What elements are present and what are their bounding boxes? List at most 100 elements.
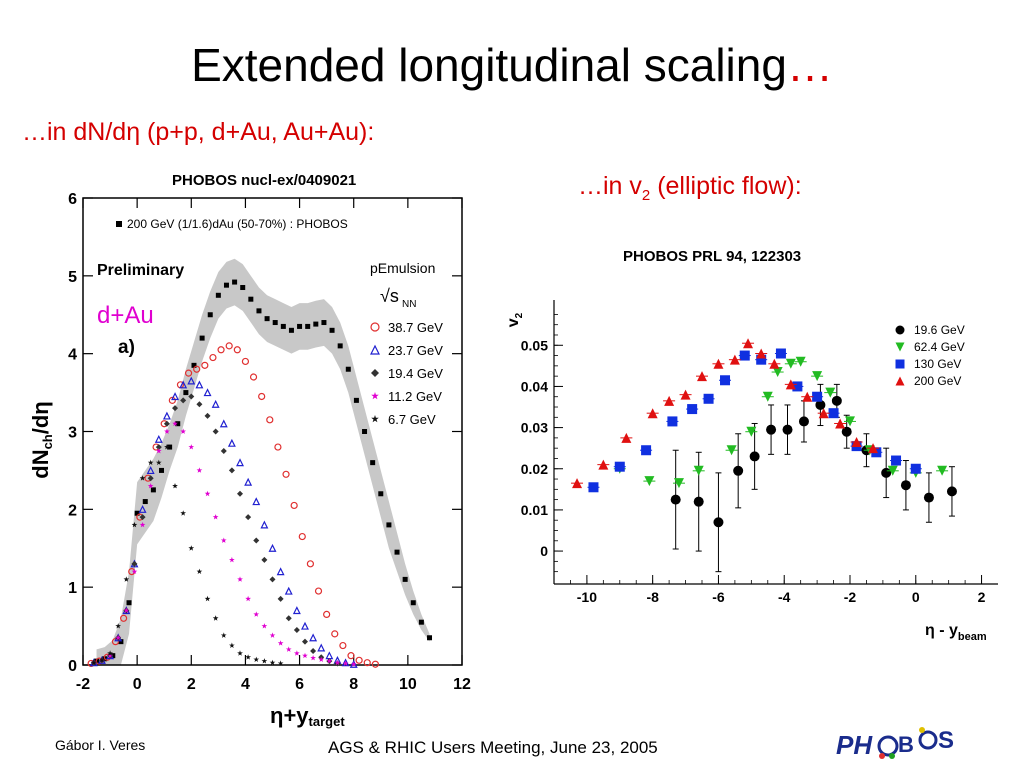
data-point: [798, 416, 809, 427]
data-point: [410, 600, 416, 606]
data-point: [203, 388, 212, 397]
data-point: [418, 619, 424, 625]
data-point: [795, 356, 806, 367]
y-tick-label: 5: [68, 269, 77, 286]
legend-label: 23.7 GeV: [388, 343, 443, 358]
v2-ylabel-sub: 2: [514, 312, 525, 318]
data-point: [276, 567, 285, 576]
data-point: [277, 595, 284, 602]
data-point: [172, 483, 178, 489]
data-point: [314, 587, 323, 595]
data-point: [280, 323, 286, 329]
data-point: [269, 576, 276, 583]
data-point: [123, 576, 130, 582]
data-point: [285, 615, 292, 622]
data-point: [713, 358, 724, 369]
legend-marker: [895, 376, 905, 386]
data-point: [188, 545, 195, 551]
data-point: [240, 285, 246, 291]
data-point: [172, 405, 179, 412]
data-point: [614, 461, 625, 472]
data-point: [318, 656, 325, 662]
chart-left-background: [35, 185, 480, 730]
svg-text:S: S: [938, 727, 954, 754]
legend-marker: [895, 342, 905, 352]
chart-right-ylabel: v2: [505, 312, 525, 327]
data-point: [228, 467, 235, 474]
data-point: [720, 375, 731, 386]
data-point: [598, 459, 609, 470]
dau-systematic-band: [96, 258, 430, 665]
data-point: [378, 491, 384, 497]
data-point: [282, 470, 290, 478]
data-point: [298, 532, 306, 541]
data-point: [118, 639, 124, 645]
data-point: [220, 447, 227, 454]
y-tick-label: 0: [540, 543, 548, 559]
v2-xlabel-main: η - y: [925, 622, 958, 639]
data-point: [693, 465, 704, 476]
legend-group-title: pEmulsion: [370, 260, 435, 276]
x-tick-label: 6: [295, 676, 304, 693]
data-point: [818, 408, 829, 419]
chart-right-legend: 19.6 GeV 62.4 GeV 130 GeV 200 GeV: [895, 323, 965, 388]
data-point: [667, 416, 678, 427]
author: Gábor I. Veres: [55, 737, 146, 753]
data-point: [345, 366, 351, 372]
x-tick-label: -2: [844, 589, 857, 605]
data-point: [155, 448, 162, 454]
data-point: [342, 660, 349, 666]
data-point: [139, 521, 146, 528]
series-19-6-GeV: [670, 383, 957, 573]
data-point: [162, 411, 171, 420]
phobos-logo: PH B S: [836, 727, 954, 760]
data-point: [212, 428, 219, 435]
legend-label: 62.4 GeV: [914, 340, 965, 354]
xlabel-sub: target: [309, 714, 346, 729]
data-point: [326, 658, 333, 664]
xlabel-main: η+y: [270, 703, 309, 728]
data-point: [107, 652, 113, 659]
data-point: [350, 661, 357, 667]
data-point: [386, 522, 392, 528]
data-point: [362, 429, 368, 434]
data-point: [180, 397, 187, 404]
legend-label: 130 GeV: [914, 357, 961, 371]
page-title: Extended longitudinal scaling…: [0, 38, 1024, 92]
data-point: [334, 659, 341, 666]
data-point: [353, 397, 359, 403]
panel-label: a): [118, 337, 135, 358]
subtitle-left: …in dN/dη (p+p, d+Au, Au+Au):: [22, 118, 375, 146]
y-tick-label: 3: [68, 425, 77, 442]
data-point: [802, 391, 813, 402]
data-point: [713, 517, 724, 528]
data-point: [220, 632, 227, 638]
data-point: [729, 354, 740, 365]
data-point: [164, 428, 170, 434]
data-point: [266, 416, 274, 424]
data-point: [237, 650, 243, 656]
data-point: [785, 358, 796, 369]
legend-label: 11.2 GeV: [388, 389, 442, 404]
data-point: [297, 323, 303, 329]
y-tick-label: 0.01: [521, 502, 548, 518]
legend-unit-sub: NN: [402, 299, 416, 310]
data-point: [274, 443, 282, 451]
series-200-GeV: [571, 338, 880, 489]
data-point: [188, 393, 195, 400]
data-point: [115, 634, 121, 641]
chart-right-xlabel: η - ybeam: [925, 622, 987, 640]
data-point: [309, 633, 318, 642]
data-point: [180, 510, 186, 516]
data-point: [253, 656, 260, 662]
legend-label: 200 GeV: [914, 374, 961, 388]
y-tick-label: 1: [68, 580, 77, 597]
data-point: [167, 444, 173, 450]
data-point: [159, 467, 165, 473]
data-point: [115, 623, 121, 629]
data-point: [302, 652, 308, 659]
series-62-4-GeV: [613, 356, 949, 489]
data-point: [664, 395, 675, 406]
data-point: [339, 641, 347, 650]
